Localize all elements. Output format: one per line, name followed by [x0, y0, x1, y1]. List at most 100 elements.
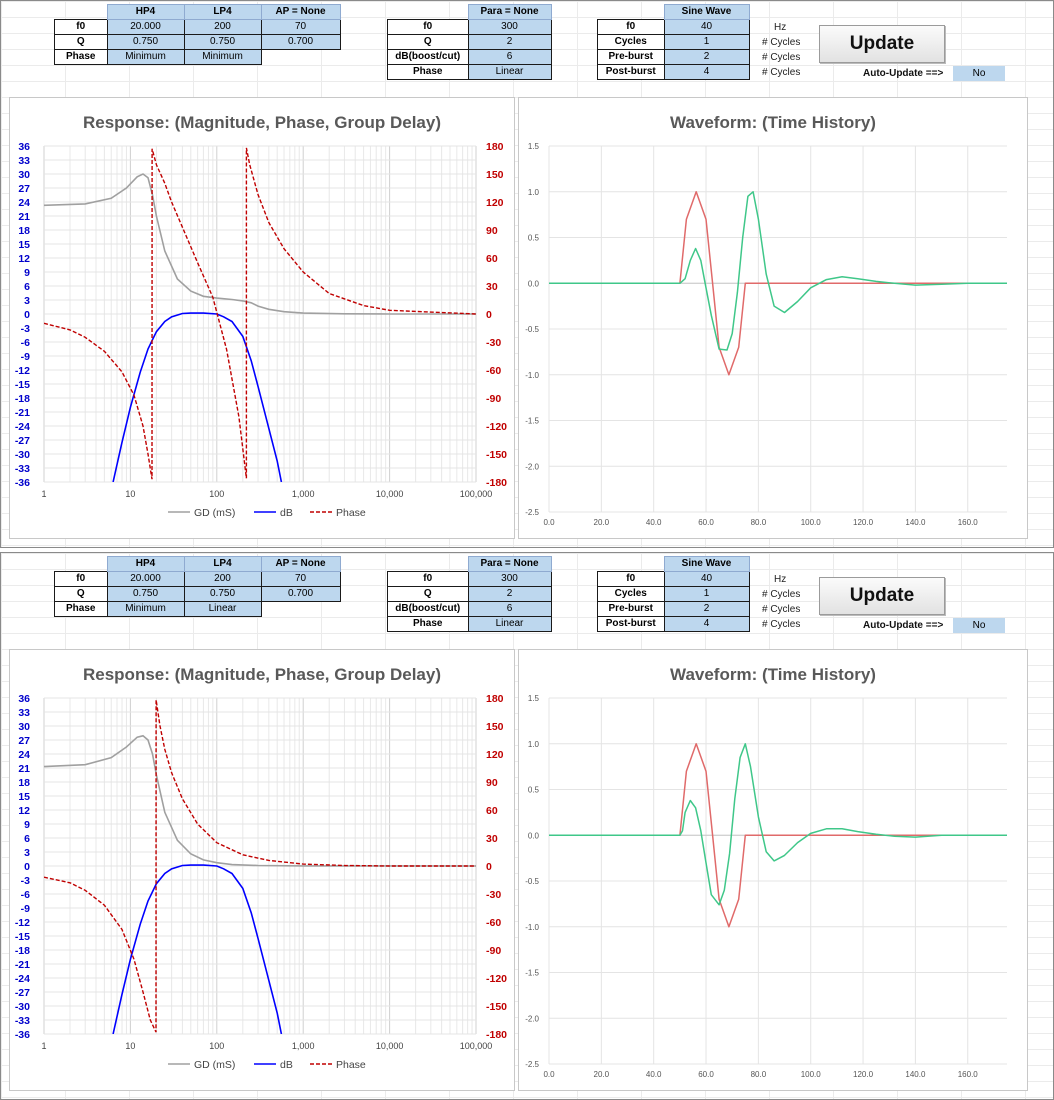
series-line-db	[112, 864, 283, 1034]
y-tick-label: 1.0	[528, 740, 540, 749]
right-tick-label: 0	[486, 309, 492, 321]
waveform-chart: Waveform: (Time History) 1.5 1.0 0.5 0.0 -0.5…	[518, 649, 1028, 1091]
x-tick-label: 1	[41, 489, 46, 499]
right-tick-label: 150	[486, 721, 504, 733]
left-tick-label: 33	[18, 155, 30, 167]
lp4-phase-cell[interactable]: Minimum	[183, 49, 262, 65]
left-tick-label: -9	[21, 903, 30, 915]
left-tick-label: -15	[15, 379, 30, 391]
para-db-cell[interactable]: 6	[467, 601, 552, 617]
response-chart-svg: Response: (Magnitude, Phase, Group Delay…	[15, 665, 507, 1071]
unit-cycles: # Cycles	[762, 37, 801, 48]
x-tick-label: 160.0	[958, 1070, 979, 1079]
f0-label: f0	[54, 571, 108, 587]
x-tick-label: 100	[209, 489, 224, 499]
left-tick-label: 3	[24, 295, 30, 307]
sine-cycles-cell[interactable]: 1	[663, 586, 750, 602]
chart-title: Response: (Magnitude, Phase, Group Delay…	[83, 113, 441, 132]
sine-f0-label: f0	[597, 571, 665, 587]
lp4-q-cell[interactable]: 0.750	[183, 34, 262, 50]
ap-q-cell[interactable]: 0.700	[260, 586, 341, 602]
waveform-chart-svg: Waveform: (Time History) 1.5 1.0 0.5 0.0 -0.5…	[525, 113, 1007, 527]
lp4-header: LP4	[183, 556, 262, 572]
left-tick-label: -12	[15, 917, 30, 929]
para-q-cell[interactable]: 2	[467, 586, 552, 602]
x-tick-label: 140.0	[905, 518, 926, 527]
y-tick-label: 0.0	[528, 279, 540, 288]
para-f0-label: f0	[387, 19, 469, 35]
sine-cycles-cell[interactable]: 1	[663, 34, 750, 50]
para-f0-cell[interactable]: 300	[467, 571, 552, 587]
legend-label: GD (mS)	[194, 507, 235, 519]
hp4-f0-cell[interactable]: 20.000	[106, 19, 185, 35]
sine-f0-cell[interactable]: 40	[663, 19, 750, 35]
ap-f0-cell[interactable]: 70	[260, 19, 341, 35]
hp4-phase-cell[interactable]: Minimum	[106, 601, 185, 617]
y-tick-label: -0.5	[525, 877, 539, 886]
para-table: Para = None f0 300 Q 2 dB(boost/cut) 6 P…	[387, 4, 552, 80]
lp4-header: LP4	[183, 4, 262, 20]
update-button[interactable]: Update	[819, 25, 945, 63]
left-tick-label: 12	[18, 253, 30, 265]
lp4-f0-cell[interactable]: 200	[183, 571, 262, 587]
para-db-cell[interactable]: 6	[467, 49, 552, 65]
sine-preburst-cell[interactable]: 2	[663, 49, 750, 65]
y-tick-label: -1.0	[525, 371, 539, 380]
sine-preburst-cell[interactable]: 2	[663, 601, 750, 617]
left-tick-label: 18	[18, 225, 30, 237]
right-tick-label: 90	[486, 777, 498, 789]
left-tick-label: 3	[24, 847, 30, 859]
para-f0-cell[interactable]: 300	[467, 19, 552, 35]
hp4-q-cell[interactable]: 0.750	[106, 586, 185, 602]
ap-q-cell[interactable]: 0.700	[260, 34, 341, 50]
legend-label: Phase	[336, 507, 366, 519]
right-tick-label: 120	[486, 749, 504, 761]
x-tick-label: 60.0	[698, 1070, 714, 1079]
left-tick-label: -9	[21, 351, 30, 363]
left-tick-label: -12	[15, 365, 30, 377]
y-tick-label: 1.0	[528, 188, 540, 197]
sine-f0-cell[interactable]: 40	[663, 571, 750, 587]
para-phase-label: Phase	[387, 64, 469, 80]
sine-postburst-cell[interactable]: 4	[663, 64, 750, 80]
sine-postburst-label: Post-burst	[597, 64, 665, 80]
update-button[interactable]: Update	[819, 577, 945, 615]
filter-table: HP4 LP4 AP = None f0 20.000 200 70 Q 0.7…	[54, 4, 341, 65]
left-tick-label: 18	[18, 777, 30, 789]
series-line-db	[112, 312, 283, 482]
left-tick-label: -27	[15, 987, 30, 999]
right-tick-label: 150	[486, 169, 504, 181]
lp4-f0-cell[interactable]: 200	[183, 19, 262, 35]
lp4-phase-cell[interactable]: Linear	[183, 601, 262, 617]
hp4-q-cell[interactable]: 0.750	[106, 34, 185, 50]
x-tick-label: 80.0	[751, 1070, 767, 1079]
auto-update-value[interactable]: No	[953, 66, 1005, 81]
left-tick-label: 33	[18, 707, 30, 719]
lp4-q-cell[interactable]: 0.750	[183, 586, 262, 602]
x-tick-label: 100.0	[801, 518, 822, 527]
sine-header: Sine Wave	[663, 556, 750, 572]
hp4-f0-cell[interactable]: 20.000	[106, 571, 185, 587]
left-tick-label: -21	[15, 407, 30, 419]
para-phase-cell[interactable]: Linear	[467, 616, 552, 632]
y-tick-label: 1.5	[528, 142, 540, 151]
para-phase-cell[interactable]: Linear	[467, 64, 552, 80]
x-tick-label: 1,000	[292, 1041, 315, 1051]
ap-f0-cell[interactable]: 70	[260, 571, 341, 587]
legend-label: Phase	[336, 1059, 366, 1071]
auto-update-value[interactable]: No	[953, 618, 1005, 633]
q-label: Q	[54, 34, 108, 50]
para-f0-label: f0	[387, 571, 469, 587]
legend-label: dB	[280, 1059, 293, 1071]
left-tick-label: 24	[18, 197, 30, 209]
sine-postburst-cell[interactable]: 4	[663, 616, 750, 632]
x-tick-label: 10	[125, 1041, 135, 1051]
right-tick-label: 0	[486, 861, 492, 873]
waveform-chart-svg: Waveform: (Time History) 1.5 1.0 0.5 0.0 -0.5…	[525, 665, 1007, 1079]
y-tick-label: 1.5	[528, 694, 540, 703]
para-q-label: Q	[387, 586, 469, 602]
hp4-phase-cell[interactable]: Minimum	[106, 49, 185, 65]
left-tick-label: -27	[15, 435, 30, 447]
right-tick-label: -90	[486, 393, 501, 405]
para-q-cell[interactable]: 2	[467, 34, 552, 50]
